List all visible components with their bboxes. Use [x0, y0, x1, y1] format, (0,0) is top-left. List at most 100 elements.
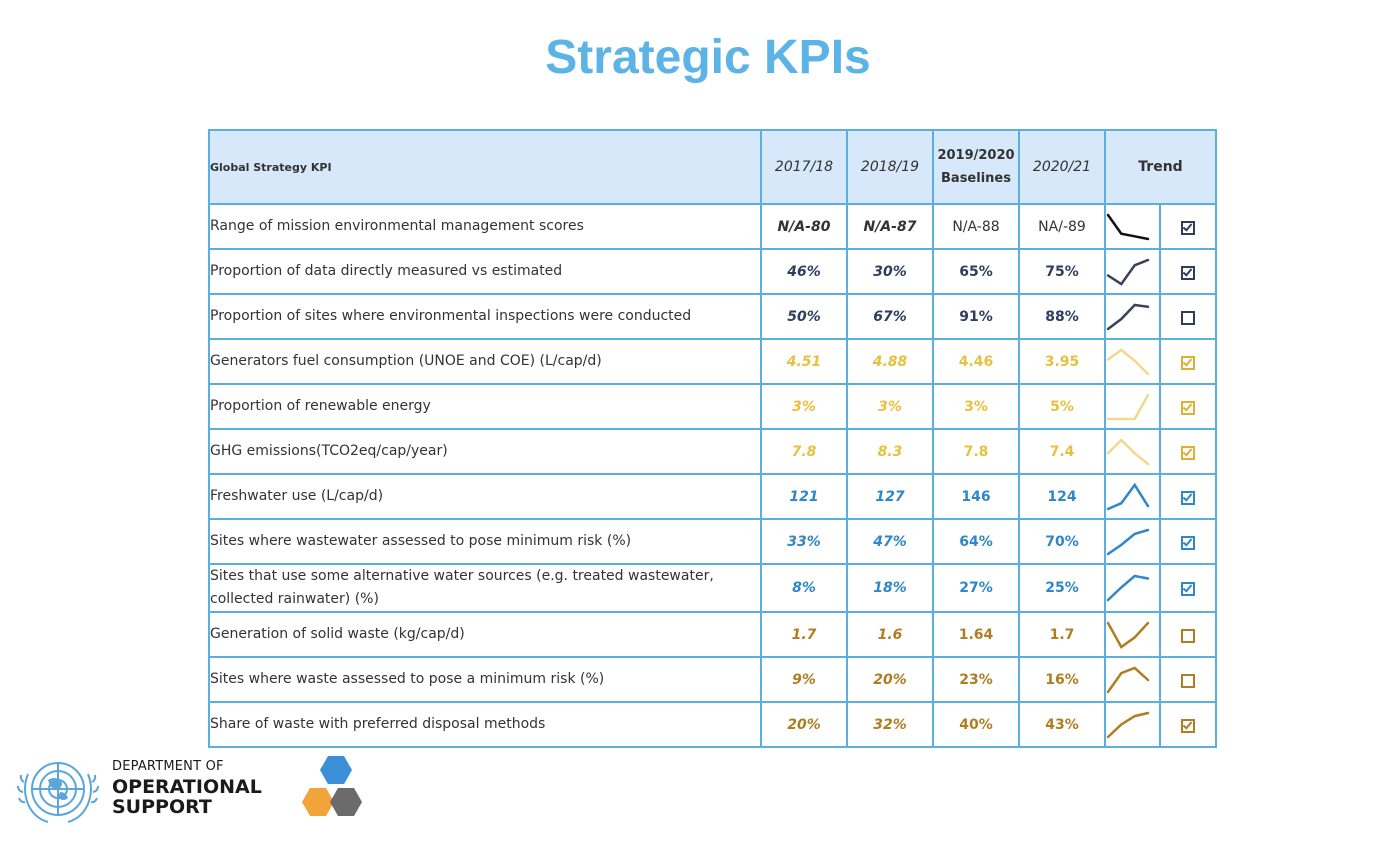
sparkline-svg [1106, 482, 1150, 510]
footer-logos [14, 752, 374, 828]
trend-checkbox-cell [1159, 203, 1217, 250]
checked-box-icon[interactable] [1181, 400, 1195, 415]
sparkline-svg [1106, 621, 1150, 649]
header-kpi: Global Strategy KPI [208, 129, 762, 205]
table-row: GHG emissions(TCO2eq/cap/year) 7.8 8.3 7.8 7… [208, 428, 1217, 475]
table-row: Sites where wastewater assessed to pose … [208, 518, 1217, 565]
header-2017-18: 2017/18 [760, 129, 848, 205]
trend-sparkline [1104, 203, 1161, 250]
trend-sparkline [1104, 656, 1161, 703]
trend-sparkline [1104, 563, 1161, 613]
value-2017-18: 121 [760, 473, 848, 520]
value-2017-18: 20% [760, 701, 848, 748]
checked-box-icon[interactable] [1181, 535, 1195, 550]
kpi-name: Sites where wastewater assessed to pose … [208, 518, 762, 565]
value-2018-19: 47% [846, 518, 934, 565]
value-2018-19: 30% [846, 248, 934, 295]
value-2019-20-baseline: 27% [932, 563, 1020, 613]
sparkline-line [1106, 258, 1150, 286]
sparkline-line [1106, 482, 1150, 510]
trend-checkbox-cell [1159, 428, 1217, 475]
trend-checkbox-cell [1159, 248, 1217, 295]
sparkline-svg [1106, 711, 1150, 738]
sparkline-svg [1106, 437, 1150, 465]
checked-box-icon[interactable] [1181, 355, 1195, 370]
kpi-table: Global Strategy KPI 2017/18 2018/19 2019… [208, 129, 1217, 748]
sparkline-svg [1106, 258, 1150, 286]
checked-box-icon[interactable] [1181, 718, 1195, 733]
unchecked-box-icon[interactable] [1181, 673, 1195, 688]
checked-box-icon[interactable] [1181, 582, 1195, 596]
trend-sparkline [1104, 473, 1161, 520]
table-row: Range of mission environmental managemen… [208, 203, 1217, 250]
value-2020-21: 43% [1018, 701, 1106, 748]
value-2020-21: 75% [1018, 248, 1106, 295]
trend-sparkline [1104, 338, 1161, 385]
table-row: Proportion of data directly measured vs … [208, 248, 1217, 295]
trend-sparkline [1104, 611, 1161, 658]
kpi-name: Proportion of data directly measured vs … [208, 248, 762, 295]
trend-sparkline [1104, 518, 1161, 565]
trend-checkbox-cell [1159, 473, 1217, 520]
value-2019-20-baseline: 146 [932, 473, 1020, 520]
department-line2: OPERATIONAL [112, 776, 262, 798]
trend-checkbox-cell [1159, 518, 1217, 565]
trend-checkbox-cell [1159, 383, 1217, 430]
sparkline-svg [1106, 666, 1150, 693]
table-row: Sites where waste assessed to pose a min… [208, 656, 1217, 703]
table-row: Proportion of sites where environmental … [208, 293, 1217, 340]
sparkline-line [1106, 437, 1150, 465]
checked-box-icon[interactable] [1181, 445, 1195, 460]
trend-checkbox-cell [1159, 338, 1217, 385]
value-2018-19: 8.3 [846, 428, 934, 475]
value-2020-21: 3.95 [1018, 338, 1106, 385]
trend-sparkline [1104, 701, 1161, 748]
department-line1: DEPARTMENT OF [112, 759, 224, 774]
kpi-name: Proportion of renewable energy [208, 383, 762, 430]
value-2017-18: 8% [760, 563, 848, 613]
value-2018-19: 32% [846, 701, 934, 748]
table-header-row: Global Strategy KPI 2017/18 2018/19 2019… [208, 129, 1217, 205]
value-2017-18: N/A-80 [760, 203, 848, 250]
value-2019-20-baseline: 64% [932, 518, 1020, 565]
sparkline-line [1106, 347, 1150, 375]
value-2017-18: 50% [760, 293, 848, 340]
kpi-name: Generators fuel consumption (UNOE and CO… [208, 338, 762, 385]
trend-checkbox-cell [1159, 293, 1217, 340]
table-row: Share of waste with preferred disposal m… [208, 701, 1217, 748]
unchecked-box-icon[interactable] [1181, 628, 1195, 643]
header-2020-21: 2020/21 [1018, 129, 1106, 205]
value-2018-19: 18% [846, 563, 934, 613]
value-2018-19: N/A-87 [846, 203, 934, 250]
checked-box-icon[interactable] [1181, 490, 1195, 505]
sparkline-svg [1106, 213, 1150, 240]
value-2020-21: 88% [1018, 293, 1106, 340]
value-2020-21: 124 [1018, 473, 1106, 520]
un-emblem-icon [17, 762, 99, 823]
trend-sparkline [1104, 248, 1161, 295]
value-2018-19: 1.6 [846, 611, 934, 658]
trend-sparkline [1104, 428, 1161, 475]
value-2020-21: 7.4 [1018, 428, 1106, 475]
kpi-name: Proportion of sites where environmental … [208, 293, 762, 340]
checked-box-icon[interactable] [1181, 220, 1195, 235]
checked-box-icon[interactable] [1181, 265, 1195, 280]
dos-hexagon-logo [302, 756, 362, 816]
value-2020-21: 16% [1018, 656, 1106, 703]
header-baselines-label: Baselines [941, 171, 1011, 186]
sparkline-line [1106, 574, 1150, 602]
value-2020-21: 70% [1018, 518, 1106, 565]
value-2018-19: 20% [846, 656, 934, 703]
header-baselines-year: 2019/2020 [937, 148, 1015, 163]
trend-sparkline [1104, 293, 1161, 340]
header-trend: Trend [1104, 129, 1217, 205]
value-2020-21: 25% [1018, 563, 1106, 613]
sparkline-line [1106, 711, 1150, 738]
kpi-name: Sites where waste assessed to pose a min… [208, 656, 762, 703]
sparkline-line [1106, 213, 1150, 240]
value-2017-18: 9% [760, 656, 848, 703]
kpi-name: Generation of solid waste (kg/cap/d) [208, 611, 762, 658]
unchecked-box-icon[interactable] [1181, 310, 1195, 325]
kpi-name: Range of mission environmental managemen… [208, 203, 762, 250]
table-row: Sites that use some alternative water so… [208, 563, 1217, 613]
